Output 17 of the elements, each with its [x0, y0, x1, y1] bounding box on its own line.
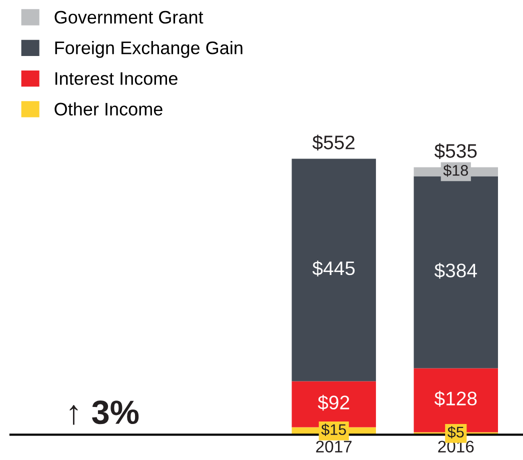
total-label: $535	[434, 143, 477, 159]
data-label: $5	[448, 426, 464, 438]
x-tick-label: 2017	[316, 440, 352, 452]
data-label: $128	[434, 390, 477, 407]
legend-label: Interest Income	[55, 72, 178, 85]
total-label: $552	[312, 134, 354, 150]
data-label: $18	[443, 164, 468, 177]
bar	[292, 158, 376, 382]
legend-label: Foreign Exchange Gain	[55, 41, 242, 58]
data-label: $92	[318, 394, 350, 411]
data-label: $445	[312, 260, 355, 276]
data-label: $384	[434, 262, 477, 279]
legend-label: Other Income	[54, 102, 162, 116]
bar	[414, 176, 498, 368]
data-label: $15	[321, 424, 346, 436]
legend-label: Government Grant	[54, 10, 204, 24]
text: ↑ 3%	[70, 400, 139, 425]
